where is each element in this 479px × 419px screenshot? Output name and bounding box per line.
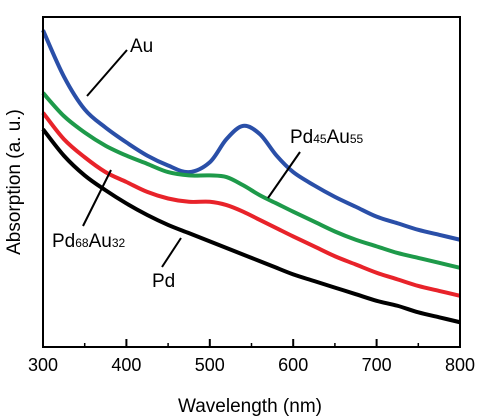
x-tick-label-700: 700 (362, 355, 392, 375)
leader-line-pd68au32 (82, 169, 112, 227)
x-tick-label-300: 300 (28, 355, 58, 375)
series-line-au (41, 29, 461, 242)
series-label-au: Au (130, 36, 153, 57)
series-line-pd68au32 (41, 111, 461, 298)
x-tick-label-800: 800 (445, 355, 475, 375)
series-line-pd (41, 127, 461, 325)
series-label-pd68au32: Pd68Au32 (52, 231, 126, 252)
axes-layer: 300 400 500 600 700 800 (28, 16, 475, 375)
x-tick-label-500: 500 (195, 355, 225, 375)
series-line-pd45au55 (41, 91, 461, 270)
leader-line-pd (161, 237, 182, 268)
x-axis-title: Wavelength (nm) (178, 396, 322, 417)
leader-line-pd45au55 (267, 151, 301, 199)
series-layer (41, 29, 461, 325)
x-tick-label-600: 600 (278, 355, 308, 375)
x-tick-label-400: 400 (111, 355, 141, 375)
leader-line-au (86, 49, 128, 97)
annotation-layer: Au Pd45Au55 Pd68Au32 Pd (52, 36, 364, 292)
y-axis-title: Absorption (a. u.) (4, 109, 25, 255)
series-label-pd: Pd (152, 271, 175, 292)
series-label-pd45au55: Pd45Au55 (290, 127, 364, 148)
